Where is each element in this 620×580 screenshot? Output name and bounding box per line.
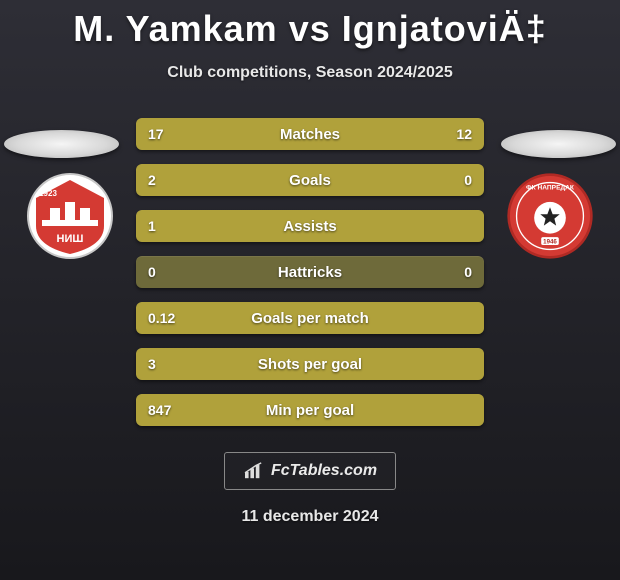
club-badge-right: 1946 ФК НАПРЕДАК xyxy=(500,172,600,260)
stat-row: Goals20 xyxy=(136,164,484,196)
stat-label: Hattricks xyxy=(136,256,484,288)
brand-name: FcTables.com xyxy=(271,462,377,480)
stat-bar-left xyxy=(136,164,407,196)
stat-row: Matches1712 xyxy=(136,118,484,150)
stat-value-left: 0 xyxy=(136,256,168,288)
player-left-platform xyxy=(4,130,119,158)
comparison-card: M. Yamkam vs IgnjatoviÄ‡ Club competitio… xyxy=(0,0,620,580)
date-text: 11 december 2024 xyxy=(0,508,620,526)
svg-text:ФК НАПРЕДАК: ФК НАПРЕДАК xyxy=(526,185,575,192)
stat-row: Min per goal847 xyxy=(136,394,484,426)
player-right-platform xyxy=(501,130,616,158)
club-crest-left-icon: НИШ 1923 xyxy=(20,172,120,260)
stat-bar-left xyxy=(136,302,484,334)
stats-bars: Matches1712 Goals20 Assists1 Hattricks0 0 Goa… xyxy=(136,118,484,440)
club-crest-right-icon: 1946 ФК НАПРЕДАК xyxy=(500,172,600,260)
subtitle: Club competitions, Season 2024/2025 xyxy=(0,64,620,82)
club-badge-left: НИШ 1923 xyxy=(20,172,120,260)
stat-row: Goals per match0.12 xyxy=(136,302,484,334)
stat-row: Hattricks0 0 xyxy=(136,256,484,288)
stat-row: Shots per goal3 xyxy=(136,348,484,380)
stat-value-right: 0 xyxy=(452,256,484,288)
stat-bar-right xyxy=(340,118,484,150)
stat-row: Assists1 xyxy=(136,210,484,242)
page-title: M. Yamkam vs IgnjatoviÄ‡ xyxy=(0,0,620,50)
comparison-arena: НИШ 1923 1946 ФК НАПРЕДАК Matches1712 Goa… xyxy=(0,110,620,430)
svg-text:1923: 1923 xyxy=(39,189,57,198)
svg-text:1946: 1946 xyxy=(543,238,557,245)
svg-text:НИШ: НИШ xyxy=(57,233,84,245)
stat-bar-left xyxy=(136,394,484,426)
stat-bar-left xyxy=(136,118,340,150)
brand-logo-box: FcTables.com xyxy=(224,452,396,490)
stat-bar-left xyxy=(136,348,484,380)
stat-bar-right xyxy=(407,164,484,196)
chart-icon xyxy=(243,462,265,480)
stat-bar-left xyxy=(136,210,484,242)
